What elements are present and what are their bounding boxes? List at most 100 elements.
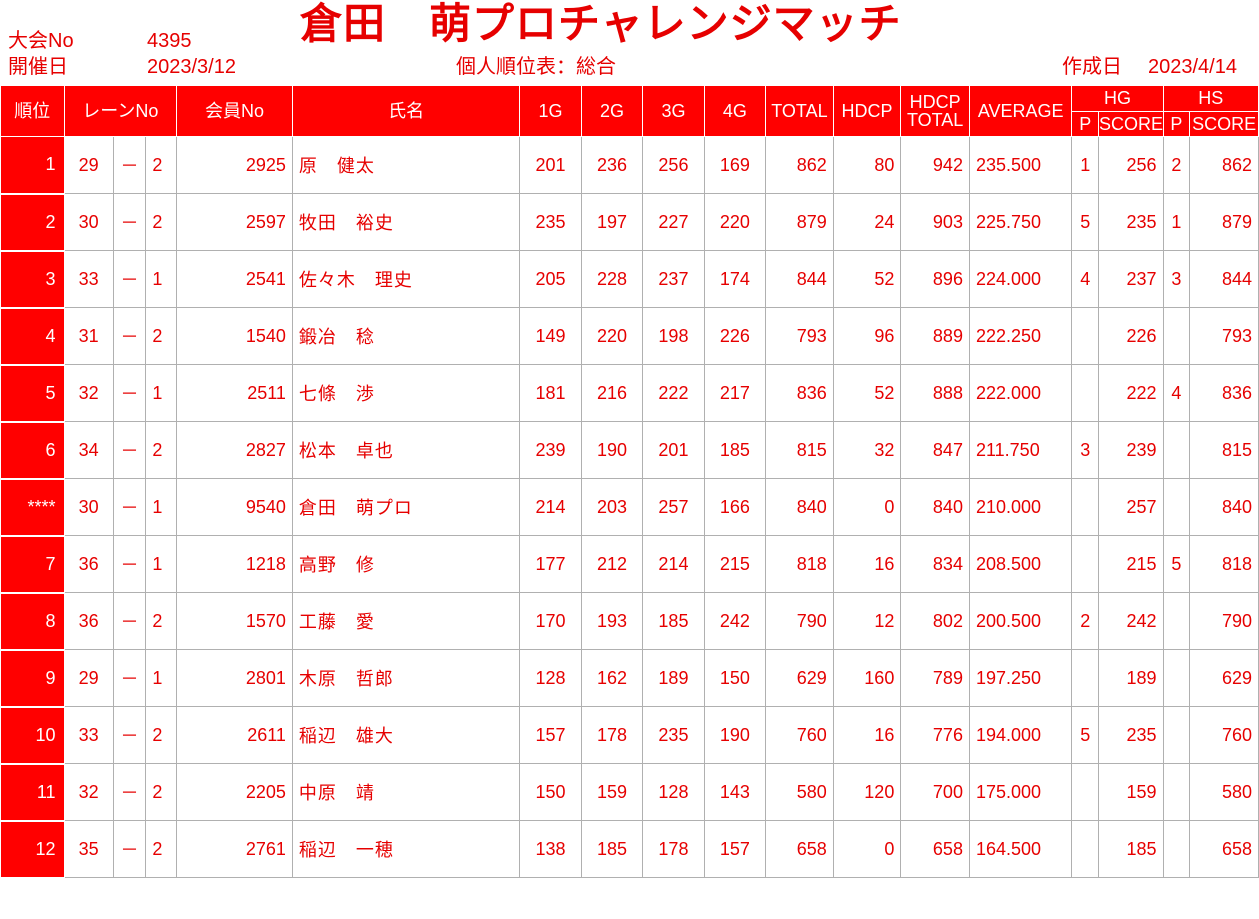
game4-cell: 157: [703, 820, 767, 878]
lane-dash-cell: －: [112, 820, 147, 878]
lane-a-cell: 30: [63, 193, 114, 251]
game3-cell: 256: [642, 136, 705, 194]
hdcp-total-cell: 840: [900, 478, 970, 536]
game3-cell: 237: [642, 250, 705, 308]
game3-cell: 257: [642, 478, 705, 536]
hg-place-cell: [1071, 763, 1100, 821]
player-name-cell: 鍛冶 稔: [291, 307, 521, 365]
col-3g: 3G: [642, 85, 705, 137]
lane-b-cell: 1: [145, 478, 178, 536]
lane-dash-cell: －: [112, 136, 147, 194]
hdcp-total-cell: 789: [900, 649, 970, 707]
lane-b-cell: 2: [145, 592, 178, 650]
member-no-cell: 2611: [176, 706, 293, 764]
hs-score-cell: 629: [1189, 649, 1259, 707]
game3-cell: 235: [642, 706, 705, 764]
average-cell: 222.000: [968, 364, 1073, 422]
lane-b-cell: 2: [145, 193, 178, 251]
hdcp-total-cell: 776: [900, 706, 970, 764]
game4-cell: 174: [703, 250, 767, 308]
hg-score-cell: 226: [1098, 307, 1164, 365]
hg-place-cell: [1071, 478, 1100, 536]
hs-place-cell: 4: [1162, 364, 1191, 422]
hs-score-cell: 836: [1189, 364, 1259, 422]
hdcp-total-cell: 896: [900, 250, 970, 308]
player-name-cell: 工藤 愛: [291, 592, 521, 650]
game2-cell: 185: [580, 820, 644, 878]
rank-cell: 5: [0, 364, 65, 423]
table-row: 7 36 － 1 1218 高野 修 177 212 214 215 818 16 834 208.500…: [0, 535, 1259, 594]
game1-cell: 150: [519, 763, 582, 821]
table-row: 1 29 － 2 2925 原 健太 201 236 256 169 862 80 942 235.500…: [0, 136, 1259, 195]
hs-place-cell: [1162, 421, 1191, 479]
hg-score-cell: 159: [1098, 763, 1164, 821]
player-name-cell: 七條 渉: [291, 364, 521, 422]
game3-cell: 214: [642, 535, 705, 593]
player-name-cell: 原 健太: [291, 136, 521, 194]
total-cell: 760: [765, 706, 834, 764]
hdcp-total-cell: 834: [900, 535, 970, 593]
hdcp-cell: 120: [832, 763, 902, 821]
hdcp-total-cell: 658: [900, 820, 970, 878]
total-cell: 879: [765, 193, 834, 251]
table-row: 6 34 － 2 2827 松本 卓也 239 190 201 185 815 32 847 211.75…: [0, 421, 1259, 480]
total-cell: 844: [765, 250, 834, 308]
average-cell: 200.500: [968, 592, 1073, 650]
hdcp-cell: 24: [832, 193, 902, 251]
hg-score-cell: 242: [1098, 592, 1164, 650]
hs-score-cell: 580: [1189, 763, 1259, 821]
table-row: 11 32 － 2 2205 中原 靖 150 159 128 143 580 120 700 175.0…: [0, 763, 1259, 822]
lane-a-cell: 36: [63, 592, 114, 650]
table-row: 3 33 － 1 2541 佐々木 理史 205 228 237 174 844 52 896 224.0…: [0, 250, 1259, 309]
average-cell: 208.500: [968, 535, 1073, 593]
lane-dash-cell: －: [112, 592, 147, 650]
col-average: AVERAGE: [968, 85, 1073, 137]
hg-place-cell: [1071, 649, 1100, 707]
total-cell: 658: [765, 820, 834, 878]
member-no-cell: 2541: [176, 250, 293, 308]
game2-cell: 190: [580, 421, 644, 479]
hdcp-cell: 0: [832, 478, 902, 536]
player-name-cell: 佐々木 理史: [291, 250, 521, 308]
lane-a-cell: 35: [63, 820, 114, 878]
hdcp-total-cell: 942: [900, 136, 970, 194]
game4-cell: 150: [703, 649, 767, 707]
player-name-cell: 倉田 萌プロ: [291, 478, 521, 536]
rank-cell: 3: [0, 250, 65, 309]
game2-cell: 193: [580, 592, 644, 650]
col-2g: 2G: [580, 85, 644, 137]
col-total: TOTAL: [765, 85, 834, 137]
hs-place-cell: [1162, 478, 1191, 536]
member-no-cell: 2801: [176, 649, 293, 707]
game1-cell: 214: [519, 478, 582, 536]
game2-cell: 212: [580, 535, 644, 593]
game3-cell: 178: [642, 820, 705, 878]
average-cell: 222.250: [968, 307, 1073, 365]
rank-cell: 4: [0, 307, 65, 366]
lane-a-cell: 30: [63, 478, 114, 536]
player-name-cell: 牧田 裕史: [291, 193, 521, 251]
game2-cell: 236: [580, 136, 644, 194]
hg-place-cell: [1071, 820, 1100, 878]
hg-place-cell: [1071, 535, 1100, 593]
average-cell: 210.000: [968, 478, 1073, 536]
total-cell: 818: [765, 535, 834, 593]
hs-score-cell: 879: [1189, 193, 1259, 251]
rank-cell: 10: [0, 706, 65, 765]
col-member: 会員No: [176, 85, 293, 137]
hs-place-cell: 1: [1162, 193, 1191, 251]
total-cell: 836: [765, 364, 834, 422]
lane-dash-cell: －: [112, 649, 147, 707]
hg-place-cell: 4: [1071, 250, 1100, 308]
table-row: 10 33 － 2 2611 稲辺 雄大 157 178 235 190 760 16 776 194.0…: [0, 706, 1259, 765]
header-row: 順位 レーンNo 会員No 氏名 1G 2G 3G 4G TOTAL HDCP …: [0, 85, 1259, 137]
game3-cell: 189: [642, 649, 705, 707]
hg-score-cell: 239: [1098, 421, 1164, 479]
hdcp-total-cell: 903: [900, 193, 970, 251]
table-row: 5 32 － 1 2511 七條 渉 181 216 222 217 836 52 888 222.000…: [0, 364, 1259, 423]
total-cell: 629: [765, 649, 834, 707]
total-cell: 793: [765, 307, 834, 365]
member-no-cell: 2925: [176, 136, 293, 194]
game3-cell: 227: [642, 193, 705, 251]
hdcp-cell: 16: [832, 706, 902, 764]
